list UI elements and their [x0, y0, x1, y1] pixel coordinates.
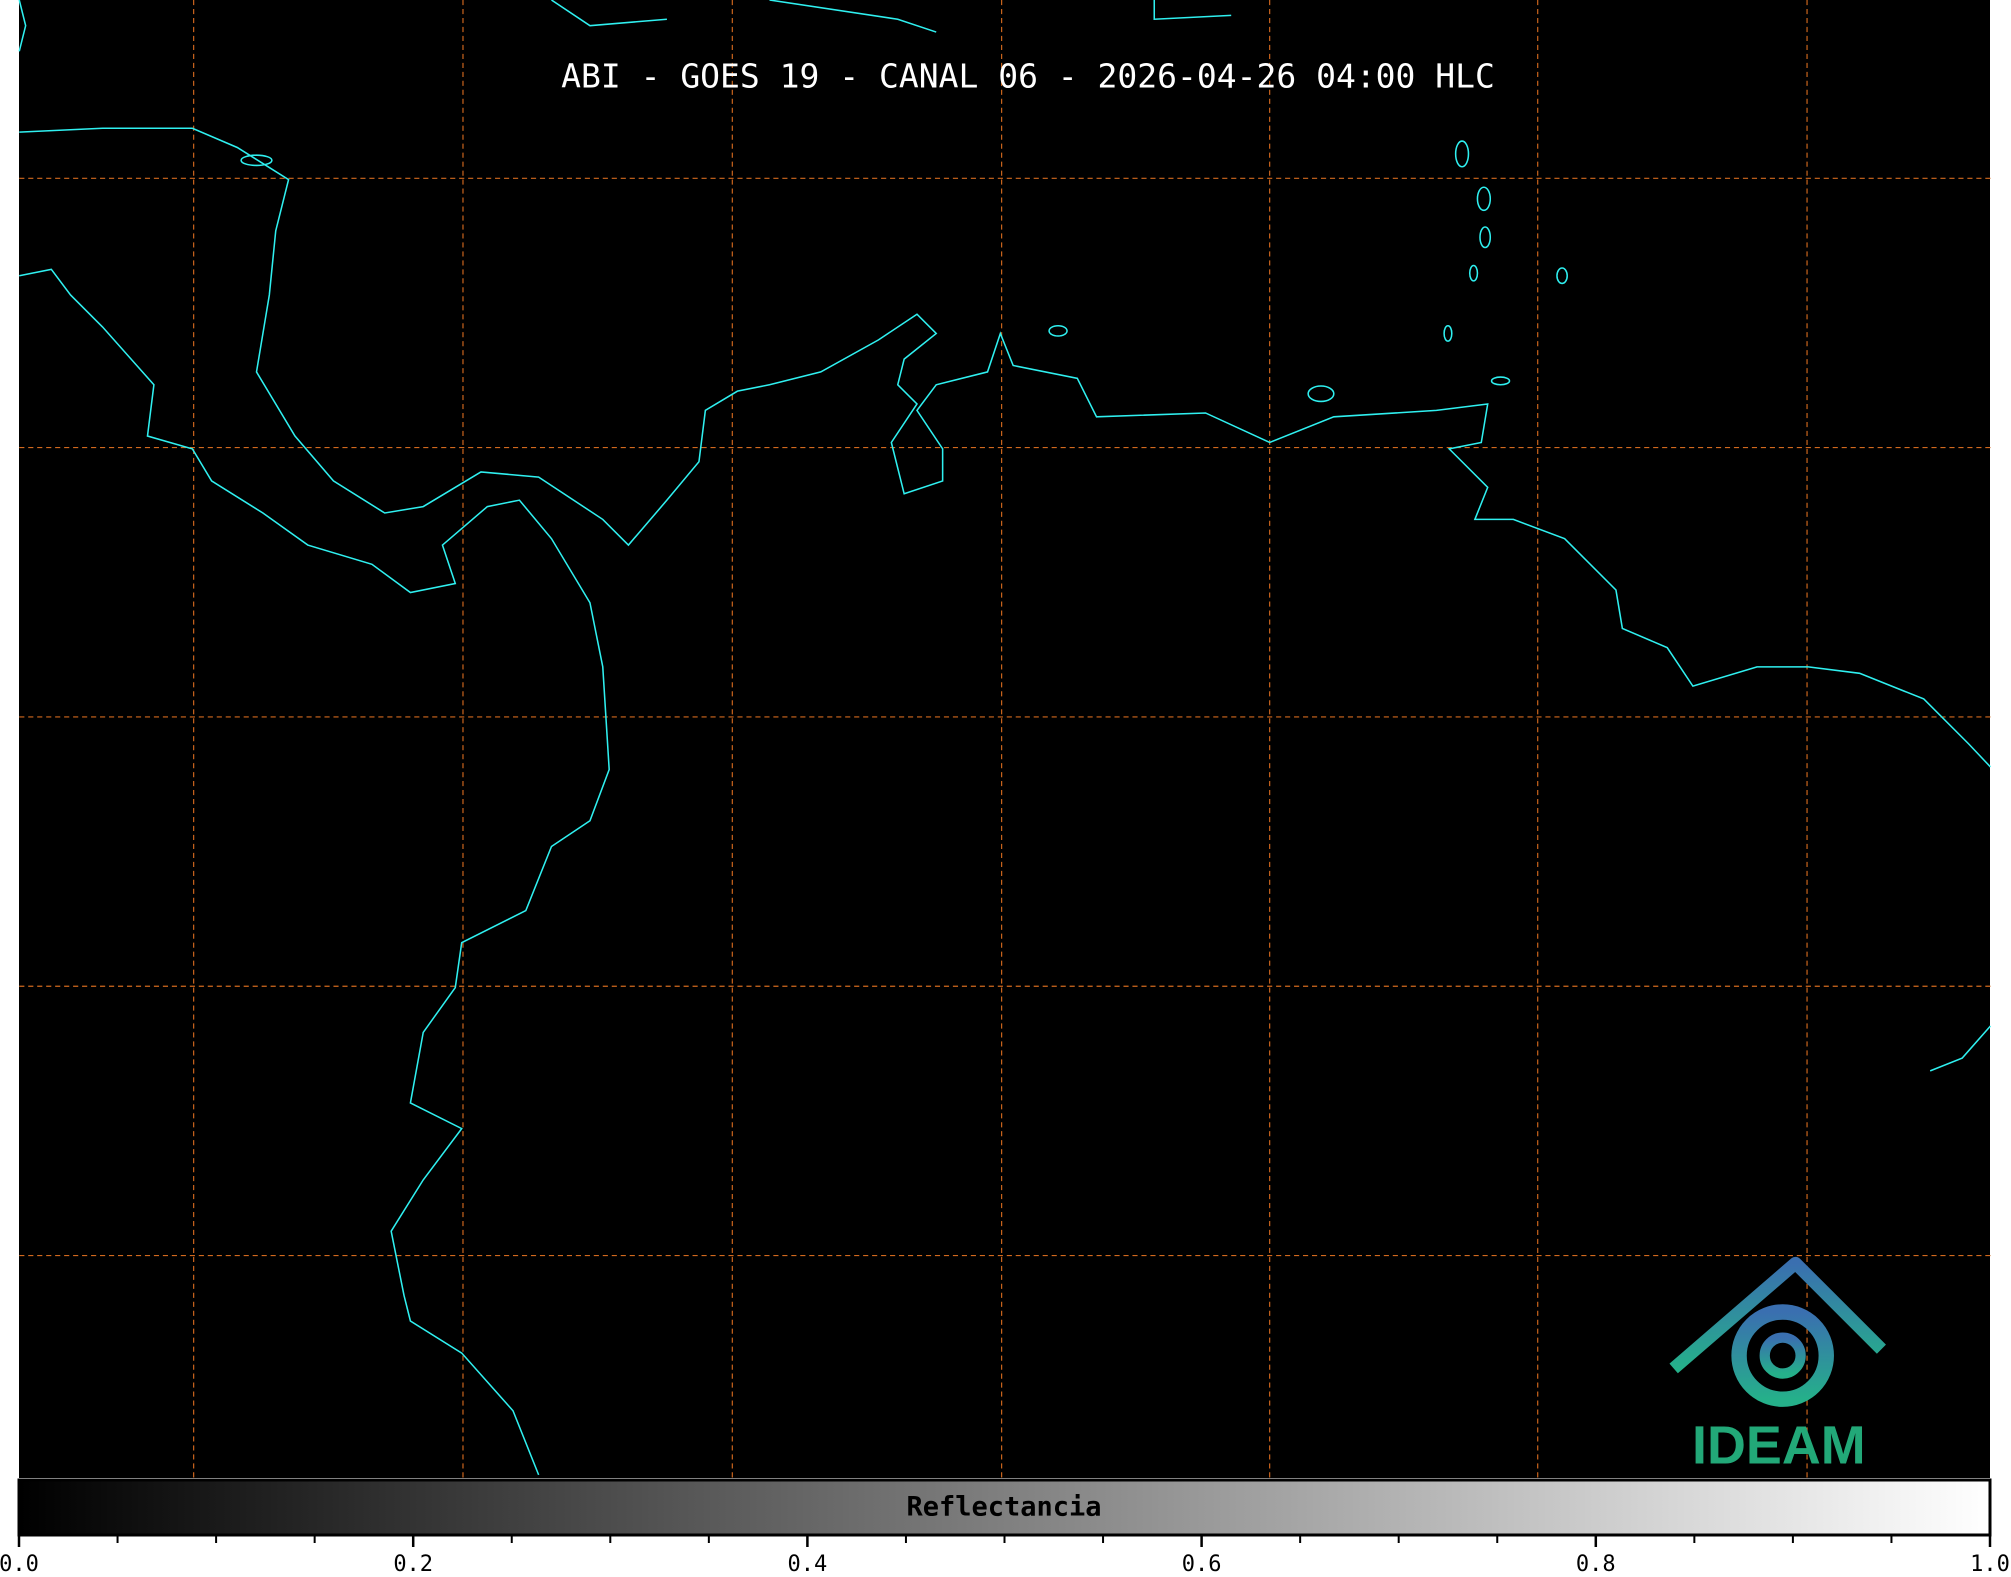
island: [1307, 385, 1335, 403]
island: [1490, 376, 1511, 386]
graticule: [19, 0, 1991, 1478]
colorbar-tick-label: 1.0: [1970, 1552, 2010, 1577]
title: ABI - GOES 19 - CANAL 06 - 2026-04-26 04…: [561, 57, 1495, 96]
colorbar-tick-label: 0.8: [1576, 1552, 1616, 1577]
colorbar-tick-label: 0.4: [788, 1552, 828, 1577]
island: [1476, 186, 1492, 212]
island: [240, 154, 273, 167]
map-layer: IDEAM: [18, 0, 1992, 1478]
island: [1468, 264, 1479, 282]
coastline: [19, 127, 1991, 768]
colorbar-tick-label: 0.2: [393, 1552, 433, 1577]
logo-spiral: [1759, 1332, 1806, 1379]
logo-text: IDEAM: [1692, 1415, 1866, 1475]
island: [1454, 140, 1470, 168]
logo-spiral: [1731, 1304, 1834, 1407]
logo-roof: [1669, 1256, 1886, 1374]
coastline: [19, 268, 610, 1476]
island: [1048, 324, 1068, 337]
coastline: [18, 0, 1992, 1072]
colorbar-tick-label: 0.6: [1182, 1552, 1222, 1577]
island: [1443, 324, 1453, 342]
ideam-logo: IDEAM: [1669, 1256, 1886, 1475]
satellite-image: [19, 0, 1990, 1478]
coastlines: [18, 0, 1992, 1476]
island: [1556, 267, 1568, 285]
colorbar-tick-label: 0.0: [0, 1552, 39, 1577]
colorbar-label: Reflectancia: [906, 1492, 1101, 1523]
island: [1479, 226, 1492, 249]
